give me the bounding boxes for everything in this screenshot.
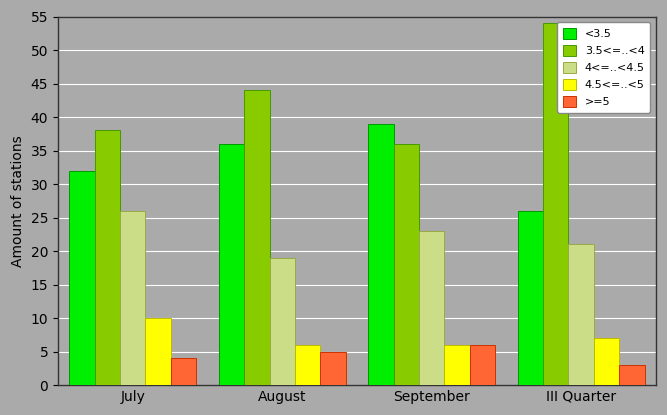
Bar bbox=[295, 345, 320, 385]
Bar bbox=[368, 124, 394, 385]
Bar bbox=[444, 345, 470, 385]
Bar bbox=[470, 345, 495, 385]
Bar bbox=[543, 23, 568, 385]
Bar bbox=[244, 90, 269, 385]
Bar bbox=[95, 130, 120, 385]
Bar bbox=[219, 144, 244, 385]
Bar bbox=[145, 318, 171, 385]
Bar bbox=[69, 171, 95, 385]
Y-axis label: Amount of stations: Amount of stations bbox=[11, 135, 25, 267]
Bar bbox=[594, 338, 619, 385]
Bar bbox=[419, 231, 444, 385]
Bar bbox=[619, 365, 645, 385]
Bar bbox=[568, 244, 594, 385]
Bar bbox=[171, 358, 196, 385]
Bar bbox=[518, 211, 543, 385]
Bar bbox=[269, 258, 295, 385]
Bar bbox=[120, 211, 145, 385]
Bar bbox=[394, 144, 419, 385]
Legend: <3.5, 3.5<=..<4, 4<=..<4.5, 4.5<=..<5, >=5: <3.5, 3.5<=..<4, 4<=..<4.5, 4.5<=..<5, >… bbox=[557, 22, 650, 113]
Bar bbox=[320, 352, 346, 385]
